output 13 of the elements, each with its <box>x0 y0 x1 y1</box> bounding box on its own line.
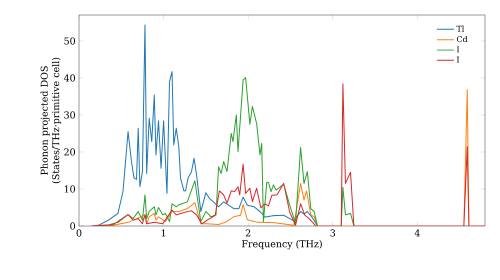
y-tick-label: 0 <box>70 222 76 230</box>
y-tick-label: 50 <box>64 37 76 44</box>
x-tick-label: 1 <box>162 229 166 236</box>
y-tick-label: 40 <box>64 74 76 82</box>
x-tick-label: 2 <box>246 229 250 236</box>
y-tick-label: 30 <box>64 111 76 119</box>
x-tick-label: 0 <box>76 229 82 237</box>
y-tick-label: 10 <box>64 185 76 193</box>
x-tick-label: 3 <box>330 229 336 237</box>
y-tick-label: 20 <box>64 148 76 156</box>
x-axis-title: Frequency (THz) <box>242 240 322 250</box>
x-tick-label: 4 <box>414 229 420 236</box>
y-axis-title: Phonon projected DOS (States/THz·primitive cell) <box>40 58 62 184</box>
